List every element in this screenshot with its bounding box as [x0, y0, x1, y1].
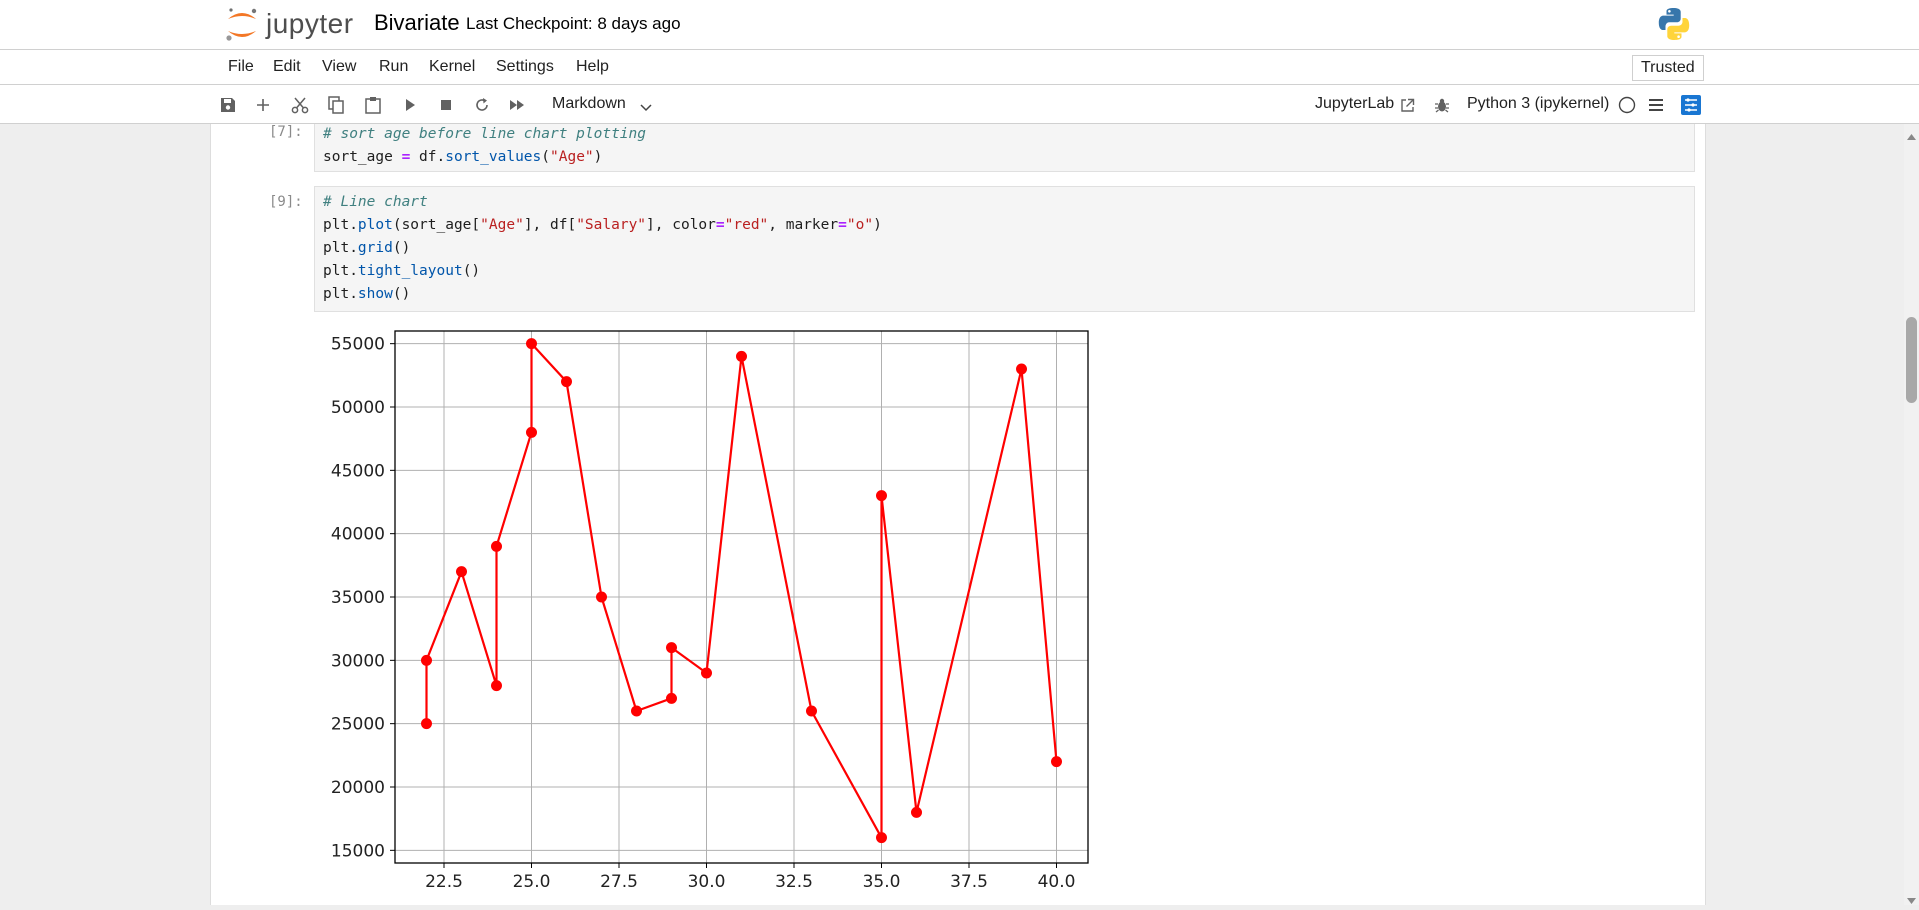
fast-forward-icon[interactable]: [508, 95, 528, 115]
menu-run[interactable]: Run: [379, 58, 409, 75]
x-tick-label: 22.5: [425, 872, 463, 892]
y-tick-label: 40000: [331, 525, 385, 545]
add-icon[interactable]: [253, 95, 273, 115]
data-point: [1051, 756, 1062, 768]
x-tick-label: 32.5: [775, 872, 813, 892]
menu-lines-icon[interactable]: [1646, 95, 1666, 115]
y-tick-label: 30000: [331, 651, 385, 671]
data-point: [876, 490, 887, 502]
data-point: [701, 667, 712, 679]
checkpoint-status: Last Checkpoint: 8 days ago: [466, 14, 681, 33]
data-point: [491, 540, 502, 552]
chart-axes: 22.5 25.0 27.5 30.0 32.5 35.0 37.5 40.0 15000 200…: [331, 330, 1089, 892]
data-point: [526, 426, 537, 438]
chart-series: [421, 338, 1062, 844]
scroll-down-arrow-icon[interactable]: [1906, 892, 1917, 910]
y-tick-label: 55000: [331, 335, 385, 355]
data-point: [806, 705, 817, 717]
menu-file[interactable]: File: [228, 58, 254, 75]
data-point: [561, 376, 572, 388]
menu-help[interactable]: Help: [576, 58, 609, 75]
data-point: [421, 718, 432, 730]
menu-view[interactable]: View: [322, 58, 357, 75]
line-chart-output: 22.5 25.0 27.5 30.0 32.5 35.0 37.5 40.0 15000 200…: [331, 330, 1089, 892]
save-icon[interactable]: [218, 95, 238, 115]
chart-grid: [395, 331, 1088, 863]
scrollbar-thumb[interactable]: [1906, 317, 1917, 403]
restart-icon[interactable]: [472, 95, 492, 115]
data-point: [666, 642, 677, 654]
property-inspector-icon[interactable]: [1681, 95, 1701, 115]
debugger-bug-icon[interactable]: [1432, 95, 1452, 115]
data-point: [666, 692, 677, 704]
data-point: [631, 705, 642, 717]
top-bar: jupyter Bivariate Last Checkpoint: 8 day…: [0, 0, 1919, 50]
notebook-panel: [7]: # sort age before line chart plotti…: [210, 124, 1706, 905]
data-point: [911, 806, 922, 818]
cut-icon[interactable]: [290, 95, 310, 115]
data-point: [1016, 363, 1027, 375]
paste-icon[interactable]: [363, 95, 383, 115]
data-point: [596, 591, 607, 603]
trusted-indicator[interactable]: Trusted: [1632, 55, 1704, 81]
cell-type-select[interactable]: Markdown: [552, 95, 626, 112]
y-tick-label: 20000: [331, 778, 385, 798]
stop-icon[interactable]: [436, 95, 456, 115]
code-line: # sort age before line chart plotting: [315, 124, 1694, 146]
series-line: [425, 342, 1058, 839]
cell-9-input[interactable]: # Line chart plt.plot(sort_age["Age"], d…: [314, 186, 1695, 312]
y-tick-label: 50000: [331, 398, 385, 418]
kernel-name[interactable]: Python 3 (ipykernel): [1467, 95, 1610, 112]
code-line: plt.tight_layout(): [323, 263, 481, 279]
cell-7-prompt: [7]:: [269, 124, 303, 140]
code-line: plt.show(): [323, 286, 411, 302]
cell-9-prompt: [9]:: [269, 194, 303, 210]
y-tick-label: 25000: [331, 715, 385, 735]
data-point: [876, 832, 887, 844]
menu-kernel[interactable]: Kernel: [429, 58, 476, 75]
python-logo-icon: [1656, 6, 1692, 47]
x-tick-label: 27.5: [600, 872, 638, 892]
data-point: [456, 566, 467, 578]
code-line: sort_age = df.sort_values("Age"): [323, 149, 603, 165]
copy-icon[interactable]: [326, 95, 346, 115]
code-line: # Line chart: [315, 191, 1694, 214]
kernel-status-icon: [1617, 95, 1637, 115]
notebook-title[interactable]: Bivariate: [374, 10, 460, 35]
menu-edit[interactable]: Edit: [273, 58, 301, 75]
vertical-scrollbar[interactable]: [1904, 124, 1919, 905]
y-tick-label: 35000: [331, 588, 385, 608]
run-icon[interactable]: [400, 95, 420, 115]
data-point: [736, 350, 747, 362]
data-point: [421, 654, 432, 666]
jupyterlab-link[interactable]: JupyterLab: [1315, 95, 1395, 112]
jupyter-logo[interactable]: jupyter: [224, 4, 354, 44]
x-tick-label: 30.0: [688, 872, 726, 892]
data-point: [526, 338, 537, 350]
code-comment: # Line chart: [323, 194, 428, 210]
code-line: plt.plot(sort_age["Age"], df["Salary"], …: [323, 217, 882, 233]
x-tick-label: 40.0: [1038, 872, 1076, 892]
menu-settings[interactable]: Settings: [496, 58, 554, 75]
external-link-icon[interactable]: [1397, 95, 1417, 115]
y-tick-label: 45000: [331, 461, 385, 481]
cell-7-input[interactable]: # sort age before line chart plotting so…: [314, 124, 1695, 172]
scroll-up-arrow-icon[interactable]: [1906, 128, 1917, 146]
code-comment: # sort age before line chart plotting: [323, 126, 647, 142]
y-tick-label: 15000: [331, 841, 385, 861]
menu-bar: File Edit View Run Kernel Settings Help …: [0, 50, 1919, 85]
jupyter-wordmark: jupyter: [266, 8, 354, 39]
x-tick-label: 37.5: [950, 872, 988, 892]
x-tick-label: 35.0: [863, 872, 901, 892]
axes-frame: [394, 330, 1089, 864]
x-tick-label: 25.0: [513, 872, 551, 892]
data-point: [491, 680, 502, 692]
chevron-down-icon[interactable]: [640, 99, 652, 117]
notebook-toolbar: Markdown JupyterLab Python 3 (ipykernel): [0, 85, 1919, 124]
jupyter-orbit-icon: [226, 8, 257, 41]
code-line: plt.grid(): [323, 240, 411, 256]
